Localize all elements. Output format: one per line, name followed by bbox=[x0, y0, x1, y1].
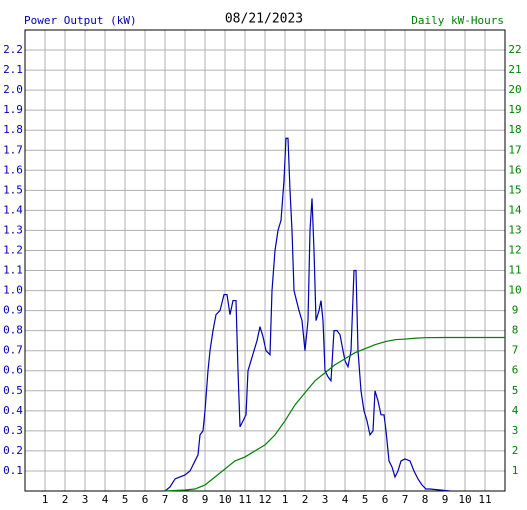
series-line bbox=[164, 336, 505, 492]
y-tick-label: 2.2 bbox=[3, 43, 23, 56]
y2-tick-label: 11 bbox=[508, 264, 521, 277]
y2-tick-label: 22 bbox=[508, 43, 521, 56]
y2-tick-label: 16 bbox=[508, 163, 521, 176]
x-tick-label: 5 bbox=[362, 493, 369, 506]
y-tick-label: 1.8 bbox=[3, 123, 23, 136]
x-tick-label: 6 bbox=[142, 493, 149, 506]
y-tick-label: 0.4 bbox=[3, 404, 23, 417]
y-tick-label: 1.5 bbox=[3, 183, 23, 196]
y-tick-label: 0.7 bbox=[3, 344, 23, 357]
x-tick-label: 9 bbox=[442, 493, 449, 506]
y2-tick-label: 15 bbox=[508, 183, 521, 196]
y2-tick-label: 7 bbox=[512, 344, 519, 357]
x-tick-label: 11 bbox=[478, 493, 491, 506]
y2-tick-label: 13 bbox=[508, 223, 521, 236]
y-tick-label: 2.0 bbox=[3, 83, 23, 96]
x-tick-label: 1 bbox=[42, 493, 49, 506]
x-tick-label: 12 bbox=[258, 493, 271, 506]
y2-tick-label: 17 bbox=[508, 143, 521, 156]
y2-tick-label: 3 bbox=[512, 424, 519, 437]
y-tick-label: 1.0 bbox=[3, 284, 23, 297]
y-tick-label: 1.3 bbox=[3, 223, 23, 236]
x-tick-label: 7 bbox=[402, 493, 409, 506]
y2-tick-label: 8 bbox=[512, 324, 519, 337]
y-tick-label: 1.2 bbox=[3, 243, 23, 256]
y2-tick-label: 21 bbox=[508, 63, 521, 76]
y2-tick-label: 20 bbox=[508, 83, 521, 96]
x-tick-label: 2 bbox=[62, 493, 69, 506]
y2-tick-label: 10 bbox=[508, 284, 521, 297]
y-tick-label: 1.7 bbox=[3, 143, 23, 156]
y-axis-label: Power Output (kW) bbox=[24, 14, 137, 27]
series-line bbox=[164, 137, 451, 492]
y-tick-label: 0.5 bbox=[3, 384, 23, 397]
y-tick-label: 0.3 bbox=[3, 424, 23, 437]
plot-frame bbox=[24, 29, 506, 492]
y-tick-label: 1.4 bbox=[3, 203, 23, 216]
y-tick-label: 0.8 bbox=[3, 324, 23, 337]
y-tick-label: 1.1 bbox=[3, 264, 23, 277]
x-tick-label: 6 bbox=[382, 493, 389, 506]
y-tick-label: 1.6 bbox=[3, 163, 23, 176]
y2-axis-label: Daily kW-Hours bbox=[411, 14, 504, 27]
x-tick-label: 3 bbox=[322, 493, 329, 506]
y-tick-label: 0.6 bbox=[3, 364, 23, 377]
y2-tick-label: 2 bbox=[512, 444, 519, 457]
y-tick-label: 0.1 bbox=[3, 464, 23, 477]
y2-tick-label: 19 bbox=[508, 103, 521, 116]
y2-tick-label: 4 bbox=[512, 404, 519, 417]
y2-tick-label: 18 bbox=[508, 123, 521, 136]
chart-title: 08/21/2023 bbox=[225, 12, 303, 27]
y2-tick-label: 9 bbox=[512, 304, 519, 317]
x-tick-label: 4 bbox=[102, 493, 109, 506]
y2-tick-label: 6 bbox=[512, 364, 519, 377]
x-tick-label: 7 bbox=[162, 493, 169, 506]
y-tick-label: 0.2 bbox=[3, 444, 23, 457]
x-tick-label: 10 bbox=[218, 493, 231, 506]
x-tick-label: 5 bbox=[122, 493, 129, 506]
x-tick-label: 10 bbox=[458, 493, 471, 506]
y2-tick-label: 14 bbox=[508, 203, 522, 216]
x-tick-label: 8 bbox=[422, 493, 429, 506]
x-tick-label: 3 bbox=[82, 493, 89, 506]
x-tick-label: 8 bbox=[182, 493, 189, 506]
y2-tick-label: 5 bbox=[512, 384, 519, 397]
x-tick-label: 2 bbox=[302, 493, 309, 506]
y-tick-label: 2.1 bbox=[3, 63, 23, 76]
x-tick-label: 4 bbox=[342, 493, 349, 506]
y2-tick-label: 1 bbox=[512, 464, 519, 477]
y-tick-label: 0.9 bbox=[3, 304, 23, 317]
y-tick-label: 1.9 bbox=[3, 103, 23, 116]
x-tick-label: 9 bbox=[202, 493, 209, 506]
x-tick-label: 11 bbox=[238, 493, 251, 506]
x-tick-label: 1 bbox=[282, 493, 289, 506]
y2-tick-label: 12 bbox=[508, 243, 521, 256]
